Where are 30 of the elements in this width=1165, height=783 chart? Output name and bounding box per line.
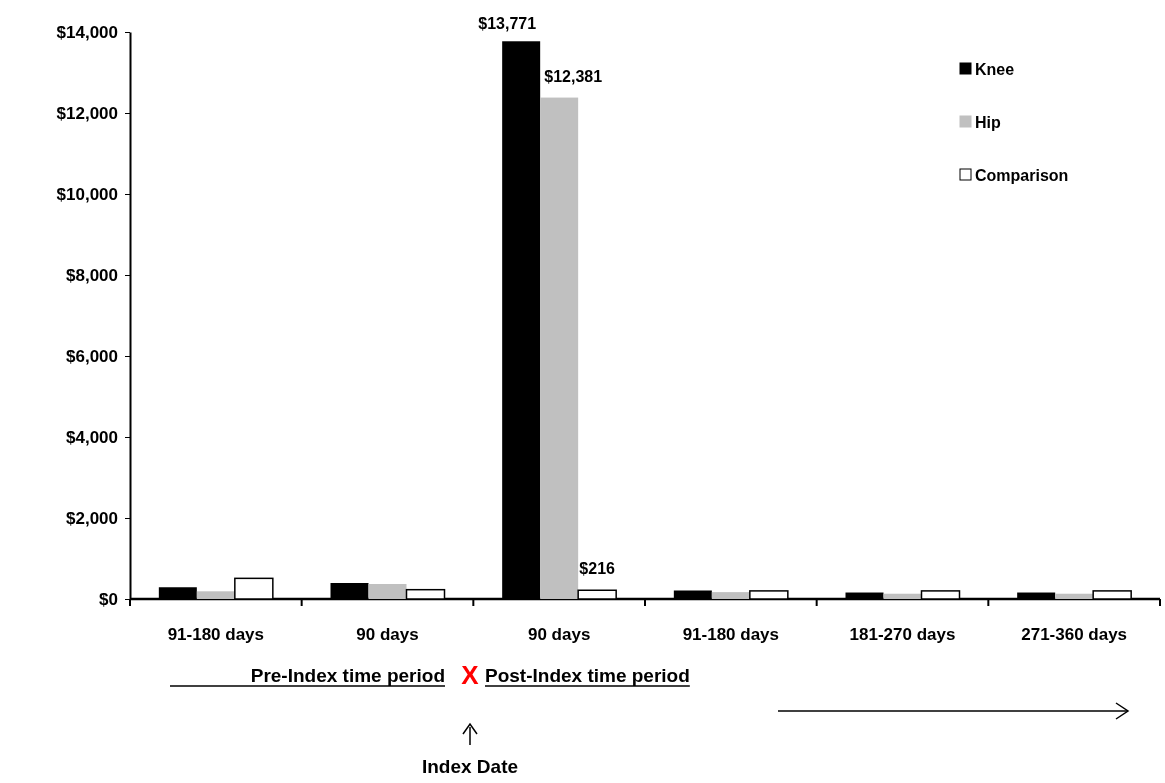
bar: [883, 593, 922, 599]
legend-label: Hip: [975, 114, 1001, 131]
legend-label: Comparison: [975, 167, 1069, 184]
bar: [1055, 593, 1094, 599]
y-tick-label: $12,000: [56, 103, 118, 123]
data-label: $12,381: [544, 67, 603, 85]
x-tick-label: 90 days: [356, 625, 419, 644]
x-tick-label: 271-360 days: [1021, 625, 1128, 644]
x-tick-label: 91-180 days: [682, 625, 780, 644]
y-tick-label: $14,000: [56, 22, 118, 42]
data-label: $216: [579, 560, 616, 578]
text: Index Date: [421, 756, 519, 777]
x-tick-label: 181-270 days: [849, 625, 956, 644]
y-tick-label: $2,000: [66, 508, 118, 528]
bar: [196, 591, 235, 599]
text: X: [461, 660, 480, 690]
y-tick-label: $4,000: [66, 427, 118, 447]
text: Post-Index time period: [485, 665, 690, 686]
y-tick-label: $6,000: [66, 346, 118, 366]
bar: [368, 584, 407, 599]
data-label: $13,771: [478, 15, 537, 33]
y-tick-label: $0: [99, 589, 118, 609]
legend-label: Knee: [975, 61, 1015, 78]
x-tick-label: 91-180 days: [167, 625, 265, 644]
y-tick-label: $10,000: [56, 184, 118, 204]
y-tick-label: $8,000: [66, 265, 118, 285]
bar: [540, 97, 579, 599]
bar: [711, 592, 750, 599]
x-tick-label: 90 days: [527, 625, 591, 644]
text: Pre-Index time period: [250, 665, 445, 686]
